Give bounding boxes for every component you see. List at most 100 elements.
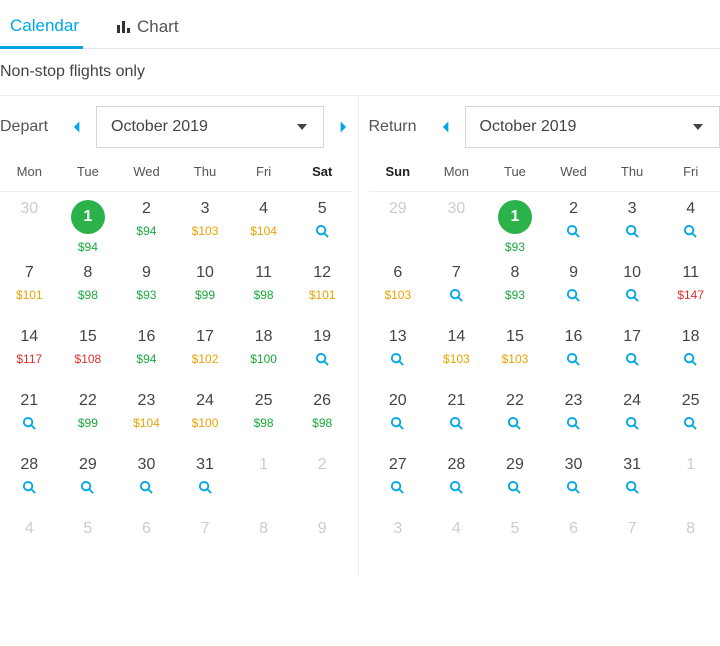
calendar-day[interactable]: 23 bbox=[544, 384, 603, 448]
return-month-select[interactable]: October 2019 bbox=[465, 106, 720, 148]
calendar-day[interactable]: 30 bbox=[544, 448, 603, 512]
dow-label: Wed bbox=[117, 158, 176, 185]
nonstop-filter[interactable]: Non-stop flights only bbox=[0, 49, 720, 95]
calendar-day[interactable]: 22 bbox=[486, 384, 545, 448]
dow-label: Fri bbox=[661, 158, 720, 185]
tab-calendar[interactable]: Calendar bbox=[0, 8, 83, 49]
calendar-day[interactable]: 24 bbox=[603, 384, 662, 448]
calendar-day[interactable]: 10$99 bbox=[176, 256, 235, 320]
dow-label: Tue bbox=[486, 158, 545, 185]
calendar-day[interactable]: 15$103 bbox=[486, 320, 545, 384]
day-price: $103 bbox=[502, 352, 529, 366]
calendar-day[interactable]: 13 bbox=[369, 320, 428, 384]
calendar-day: 3 bbox=[369, 512, 428, 576]
calendar-day[interactable]: 10 bbox=[603, 256, 662, 320]
calendar-day[interactable]: 29 bbox=[486, 448, 545, 512]
calendar-day[interactable]: 17$102 bbox=[176, 320, 235, 384]
calendar-day[interactable]: 15$108 bbox=[59, 320, 118, 384]
calendar-day[interactable]: 28 bbox=[0, 448, 59, 512]
search-icon bbox=[390, 480, 405, 495]
calendar-week: 301$942$943$1034$1045 bbox=[0, 192, 352, 256]
calendar-day[interactable]: 22$99 bbox=[59, 384, 118, 448]
day-number: 18 bbox=[255, 328, 273, 346]
day-number: 11 bbox=[682, 264, 699, 282]
calendar-day: 9 bbox=[293, 512, 352, 576]
return-panel: Return October 2019 SunMonTueWedThuFri29… bbox=[359, 96, 720, 576]
calendar-day[interactable]: 11$147 bbox=[661, 256, 720, 320]
calendar-day[interactable]: 8$98 bbox=[59, 256, 118, 320]
calendar-day[interactable]: 24$100 bbox=[176, 384, 235, 448]
calendar-day[interactable]: 17 bbox=[603, 320, 662, 384]
calendar-day[interactable]: 29 bbox=[59, 448, 118, 512]
calendar-day[interactable]: 18 bbox=[661, 320, 720, 384]
day-number: 19 bbox=[313, 328, 331, 346]
calendar-day[interactable]: 25$98 bbox=[234, 384, 293, 448]
day-number: 22 bbox=[79, 392, 97, 410]
day-number: 30 bbox=[565, 456, 583, 474]
day-number: 25 bbox=[255, 392, 273, 410]
day-number: 8 bbox=[83, 264, 92, 282]
depart-next-month[interactable] bbox=[334, 116, 352, 138]
day-number: 4 bbox=[259, 200, 268, 218]
search-icon bbox=[625, 480, 640, 495]
calendar-day[interactable]: 9$93 bbox=[117, 256, 176, 320]
calendar-week: 456789 bbox=[0, 512, 352, 576]
calendar-day: 2 bbox=[293, 448, 352, 512]
tab-chart[interactable]: Chart bbox=[111, 8, 183, 48]
calendar-day[interactable]: 23$104 bbox=[117, 384, 176, 448]
calendar-day[interactable]: 9 bbox=[544, 256, 603, 320]
calendar-day[interactable]: 21 bbox=[0, 384, 59, 448]
day-number: 4 bbox=[25, 520, 34, 538]
calendar-day[interactable]: 2$94 bbox=[117, 192, 176, 256]
calendar-day[interactable]: 5 bbox=[293, 192, 352, 256]
day-number: 12 bbox=[313, 264, 331, 282]
day-number: 29 bbox=[79, 456, 97, 474]
calendar-day[interactable]: 31 bbox=[176, 448, 235, 512]
day-number: 29 bbox=[389, 200, 407, 218]
depart-month-select[interactable]: October 2019 bbox=[96, 106, 324, 148]
day-number: 9 bbox=[569, 264, 578, 282]
day-price: $103 bbox=[443, 352, 470, 366]
day-price: $98 bbox=[312, 416, 332, 430]
calendar-day[interactable]: 19 bbox=[293, 320, 352, 384]
day-number: 15 bbox=[79, 328, 97, 346]
calendar-day[interactable]: 1$93 bbox=[486, 192, 545, 256]
calendar-day[interactable]: 28 bbox=[427, 448, 486, 512]
calendar-day[interactable]: 26$98 bbox=[293, 384, 352, 448]
day-price: $94 bbox=[136, 224, 156, 238]
day-number: 30 bbox=[138, 456, 156, 474]
calendar-day[interactable]: 7 bbox=[427, 256, 486, 320]
calendar-day[interactable]: 16 bbox=[544, 320, 603, 384]
calendar-day[interactable]: 2 bbox=[544, 192, 603, 256]
day-number: 2 bbox=[142, 200, 151, 218]
day-number: 27 bbox=[389, 456, 407, 474]
calendar-day[interactable]: 27 bbox=[369, 448, 428, 512]
calendar-day[interactable]: 12$101 bbox=[293, 256, 352, 320]
calendar-day[interactable]: 30 bbox=[117, 448, 176, 512]
calendar-day[interactable]: 7$101 bbox=[0, 256, 59, 320]
return-title: Return bbox=[369, 118, 427, 136]
calendar-day[interactable]: 4$104 bbox=[234, 192, 293, 256]
calendar-day[interactable]: 25 bbox=[661, 384, 720, 448]
day-number: 31 bbox=[196, 456, 214, 474]
return-prev-month[interactable] bbox=[437, 116, 455, 138]
calendar-day[interactable]: 8$93 bbox=[486, 256, 545, 320]
calendar-day[interactable]: 31 bbox=[603, 448, 662, 512]
calendar-day[interactable]: 6$103 bbox=[369, 256, 428, 320]
calendar-day[interactable]: 16$94 bbox=[117, 320, 176, 384]
day-number: 3 bbox=[201, 200, 210, 218]
calendar-day[interactable]: 20 bbox=[369, 384, 428, 448]
calendar-day[interactable]: 4 bbox=[661, 192, 720, 256]
calendar-day[interactable]: 14$117 bbox=[0, 320, 59, 384]
calendar-day[interactable]: 3 bbox=[603, 192, 662, 256]
depart-month-label: October 2019 bbox=[111, 118, 208, 136]
depart-dow-row: MonTueWedThuFriSat bbox=[0, 158, 352, 192]
calendar-day[interactable]: 18$100 bbox=[234, 320, 293, 384]
calendar-day[interactable]: 1$94 bbox=[59, 192, 118, 256]
calendar-day[interactable]: 3$103 bbox=[176, 192, 235, 256]
depart-prev-month[interactable] bbox=[68, 116, 86, 138]
day-number: 6 bbox=[142, 520, 151, 538]
calendar-day[interactable]: 11$98 bbox=[234, 256, 293, 320]
calendar-day[interactable]: 21 bbox=[427, 384, 486, 448]
calendar-day[interactable]: 14$103 bbox=[427, 320, 486, 384]
